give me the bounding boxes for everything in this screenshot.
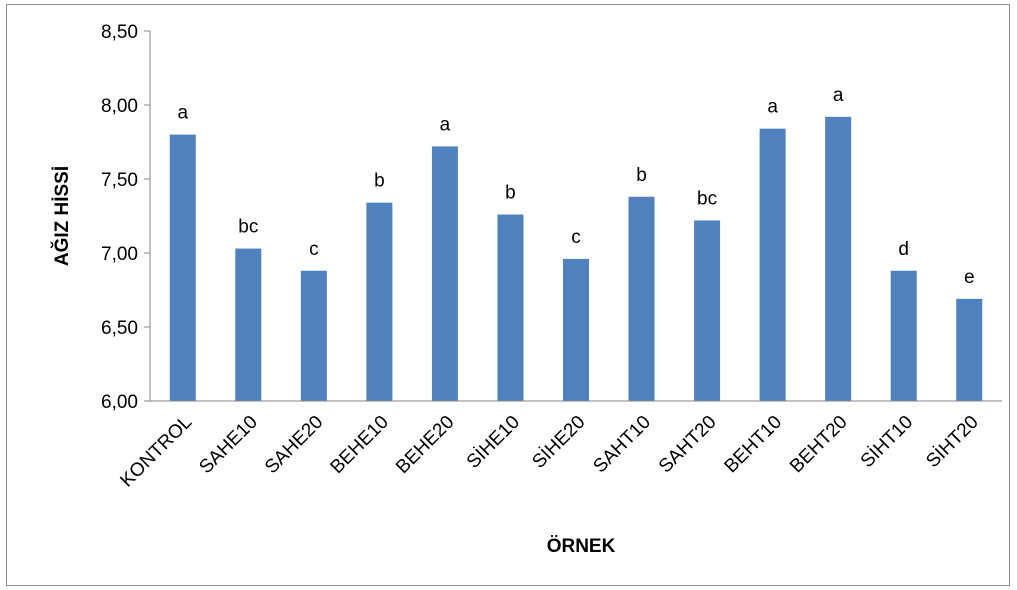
bar-data-label: d bbox=[898, 239, 909, 260]
bar-data-label: c bbox=[571, 227, 581, 248]
x-tick-label: SAHE20 bbox=[261, 412, 327, 478]
bar-data-label: b bbox=[374, 171, 385, 192]
x-tick-label: KONTROL bbox=[117, 412, 197, 492]
bar bbox=[759, 128, 786, 401]
x-axis-tick-labels: KONTROL SAHE10 SAHE20 BEHE10 BEHE20 SİHE10 SİH… bbox=[117, 412, 983, 492]
x-tick-label: SİHE20 bbox=[528, 412, 589, 473]
bar-data-label: bc bbox=[238, 217, 258, 238]
x-tick-label: BEHE10 bbox=[327, 412, 393, 478]
bar bbox=[825, 116, 852, 401]
x-tick-label: SİHT10 bbox=[857, 412, 917, 472]
y-tick-label: 6,00 bbox=[101, 392, 138, 413]
x-tick-label: BEHT10 bbox=[721, 412, 787, 478]
x-axis-title: ÖRNEK bbox=[547, 536, 616, 557]
x-tick-label: SAHE10 bbox=[195, 412, 261, 478]
bar-data-label: a bbox=[440, 114, 451, 135]
bar-data-label: a bbox=[177, 103, 188, 124]
bar bbox=[300, 270, 327, 401]
bar-data-label: b bbox=[505, 183, 516, 204]
y-axis-ticks: 6,00 6,50 7,00 7,50 8,00 8,50 bbox=[101, 22, 150, 413]
bar-data-label: a bbox=[767, 97, 778, 118]
bar bbox=[563, 258, 589, 401]
y-tick-label: 8,50 bbox=[101, 22, 138, 43]
y-tick-label: 7,00 bbox=[101, 244, 138, 265]
x-tick-label: SAHT20 bbox=[655, 412, 721, 478]
bar bbox=[497, 214, 524, 401]
x-tick-label: SAHT10 bbox=[589, 412, 655, 478]
x-tick-label: SİHE10 bbox=[463, 412, 524, 473]
bar-data-label: a bbox=[833, 85, 844, 106]
bar bbox=[956, 298, 983, 401]
bar-data-label: e bbox=[964, 267, 975, 288]
bar bbox=[890, 270, 917, 401]
y-tick-label: 7,50 bbox=[101, 170, 138, 191]
y-axis-title: AĞIZ HİSSİ bbox=[51, 166, 73, 266]
x-tick-label: SİHT20 bbox=[922, 412, 982, 472]
bar bbox=[366, 202, 393, 401]
bar bbox=[235, 248, 262, 401]
bar bbox=[431, 146, 458, 401]
x-tick-label: BEHT20 bbox=[786, 412, 852, 478]
bar-data-label: bc bbox=[697, 188, 717, 209]
bar bbox=[694, 220, 721, 401]
bar-data-label: c bbox=[309, 239, 319, 260]
y-tick-label: 6,50 bbox=[101, 318, 138, 339]
bar bbox=[169, 134, 196, 401]
bar-data-label: b bbox=[636, 165, 647, 186]
x-tick-label: BEHE20 bbox=[392, 412, 458, 478]
bars bbox=[169, 116, 983, 401]
y-tick-label: 8,00 bbox=[101, 96, 138, 117]
bar bbox=[628, 196, 655, 401]
